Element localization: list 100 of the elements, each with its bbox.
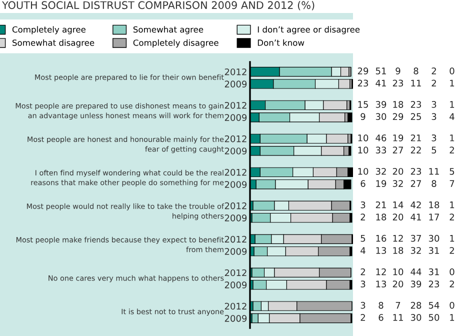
data-label: 3 bbox=[432, 101, 436, 108]
y-tick-label: 2009 bbox=[224, 181, 247, 188]
data-label: 4 bbox=[360, 247, 366, 254]
y-tick-label: 2009 bbox=[224, 248, 247, 255]
data-label: 32 bbox=[376, 168, 386, 175]
data-label: 14 bbox=[393, 202, 404, 208]
data-label: 10 bbox=[358, 146, 368, 154]
data-label: 2 bbox=[360, 214, 365, 220]
legend-label: Completely disagree bbox=[133, 39, 218, 48]
data-label: 37 bbox=[410, 234, 421, 242]
data-label: 3 bbox=[360, 280, 366, 288]
data-label: 5 bbox=[432, 146, 436, 154]
data-label: 21 bbox=[376, 201, 386, 208]
data-label: 1 bbox=[450, 134, 454, 142]
data-label: 2 bbox=[360, 268, 365, 276]
data-label: 13 bbox=[376, 280, 386, 288]
data-label: 0 bbox=[450, 68, 454, 74]
y-tick-label: 2009 bbox=[224, 214, 247, 222]
legend-label: Don’t know bbox=[258, 39, 304, 46]
data-label: 0 bbox=[450, 268, 454, 276]
data-label: 30 bbox=[376, 113, 386, 120]
data-label: 23 bbox=[358, 80, 368, 87]
data-label: 41 bbox=[376, 80, 386, 86]
data-label: 2 bbox=[450, 247, 454, 254]
data-label: 23 bbox=[428, 280, 440, 288]
data-label: 1 bbox=[450, 101, 454, 108]
data-label: 3 bbox=[360, 201, 366, 208]
data-label: 28 bbox=[410, 302, 422, 309]
data-label: 6 bbox=[360, 180, 366, 187]
data-label: 11 bbox=[393, 314, 403, 321]
data-label: 17 bbox=[429, 214, 439, 220]
data-label: 32 bbox=[392, 180, 403, 187]
legend-label: Completely agree bbox=[12, 26, 86, 34]
data-label: 0 bbox=[450, 302, 454, 309]
data-label: 50 bbox=[428, 314, 440, 321]
data-label: 1 bbox=[450, 202, 454, 208]
data-label: 1 bbox=[450, 80, 454, 86]
data-label: 12 bbox=[376, 268, 386, 276]
data-label: 2 bbox=[360, 314, 365, 321]
data-label: 18 bbox=[393, 247, 404, 254]
data-label: 19 bbox=[393, 134, 404, 142]
data-label: 31 bbox=[428, 268, 439, 276]
y-tick-label: 2012 bbox=[224, 269, 246, 276]
data-label: 2 bbox=[450, 280, 454, 288]
data-label: 27 bbox=[392, 146, 403, 154]
y-tick-label: 2012 bbox=[224, 168, 246, 176]
data-label: 7 bbox=[450, 180, 454, 187]
data-label: 23 bbox=[392, 80, 404, 87]
data-label: 21 bbox=[410, 134, 421, 142]
data-label: 29 bbox=[358, 68, 368, 74]
data-label: 20 bbox=[392, 168, 404, 175]
data-label: 8 bbox=[432, 180, 436, 187]
data-label: 20 bbox=[392, 280, 404, 288]
data-label: 8 bbox=[378, 302, 384, 309]
data-label: 3 bbox=[360, 302, 366, 309]
data-label: 9 bbox=[396, 68, 400, 74]
y-tick-label: 2009 bbox=[224, 80, 247, 88]
data-label: 25 bbox=[410, 113, 421, 120]
data-label: 33 bbox=[376, 146, 386, 154]
data-label: 3 bbox=[432, 113, 436, 120]
data-label: 30 bbox=[410, 314, 422, 321]
legend-label: I don’t agree or disagree bbox=[258, 26, 360, 34]
data-label: 54 bbox=[428, 302, 440, 309]
data-label: 2 bbox=[432, 80, 436, 86]
y-tick-label: 2009 bbox=[224, 114, 247, 121]
data-label: 11 bbox=[429, 168, 439, 175]
data-label: 3 bbox=[432, 134, 436, 142]
data-label: 15 bbox=[358, 101, 368, 108]
data-label: 18 bbox=[429, 201, 440, 208]
data-label: 12 bbox=[393, 234, 403, 242]
y-tick-label: 2009 bbox=[224, 314, 247, 322]
data-label: 51 bbox=[376, 68, 386, 74]
data-label: 16 bbox=[376, 234, 386, 242]
data-label: 23 bbox=[410, 168, 422, 175]
data-label: 18 bbox=[376, 214, 386, 220]
data-label: 20 bbox=[392, 214, 404, 220]
y-tick-label: 2012 bbox=[224, 135, 246, 142]
data-label: 1 bbox=[450, 235, 454, 242]
data-label: 2 bbox=[432, 68, 436, 74]
data-label: 13 bbox=[376, 247, 386, 254]
data-label: 39 bbox=[410, 280, 422, 288]
data-label: 19 bbox=[376, 180, 386, 187]
data-label: 22 bbox=[410, 146, 421, 154]
y-tick-label: 2009 bbox=[224, 148, 247, 154]
data-label: 1 bbox=[450, 314, 454, 321]
data-label: 10 bbox=[358, 134, 368, 142]
data-label: 44 bbox=[410, 268, 422, 276]
data-label: 27 bbox=[410, 180, 421, 187]
data-label: 2 bbox=[450, 214, 454, 220]
y-tick-label: 2012 bbox=[224, 202, 246, 210]
data-label: 42 bbox=[410, 201, 421, 208]
data-label: 41 bbox=[410, 214, 421, 220]
data-label: 8 bbox=[414, 68, 418, 74]
data-label: 9 bbox=[360, 113, 366, 120]
data-label: 4 bbox=[450, 113, 454, 120]
text: YOUTH SOCIAL DISTRUST COMPARISON 2009 AND 2012 (%) bbox=[2, 1, 314, 10]
data-label: 46 bbox=[376, 134, 386, 142]
y-tick-label: 2009 bbox=[224, 282, 247, 288]
data-label: 10 bbox=[358, 168, 368, 175]
data-label: 10 bbox=[393, 268, 404, 276]
